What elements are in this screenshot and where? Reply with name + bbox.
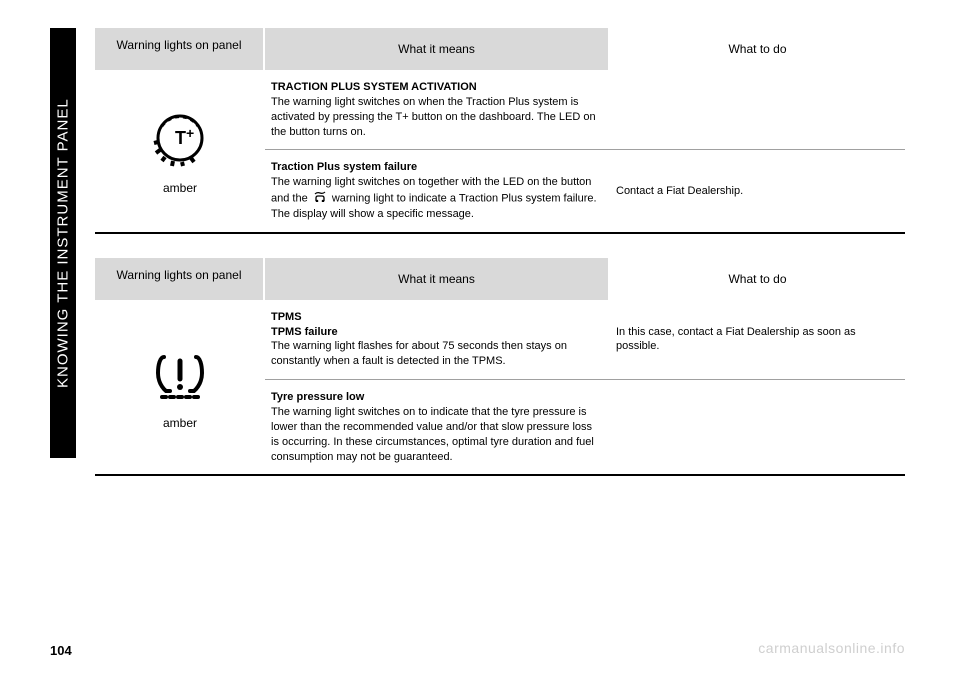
table-row: TPMS TPMS failure The warning light flas… [265, 300, 905, 379]
svg-text:T: T [175, 128, 186, 148]
table-header: Warning lights on panel What it means Wh… [95, 258, 905, 300]
table-rows: TPMS TPMS failure The warning light flas… [265, 300, 905, 475]
row-body: The warning light switches on when the T… [271, 96, 596, 138]
row-title: TPMS [271, 310, 600, 325]
action-cell [610, 380, 905, 474]
row-title: TRACTION PLUS SYSTEM ACTIVATION [271, 80, 600, 95]
traction-plus-icon: T + [148, 106, 212, 175]
warning-icon-cell: amber [95, 300, 265, 475]
table-row: Tyre pressure low The warning light swit… [265, 379, 905, 474]
table-body: T + amber TRACTION PLUS SYSTEM ACTIVATIO… [95, 70, 905, 234]
header-col-meaning: What it means [265, 258, 610, 300]
skid-warning-icon [313, 190, 327, 207]
meaning-cell: Tyre pressure low The warning light swit… [265, 380, 610, 474]
action-cell [610, 70, 905, 149]
source-watermark: carmanualsonline.info [758, 640, 905, 656]
header-col-panel: Warning lights on panel [95, 28, 265, 70]
page-content: Warning lights on panel What it means Wh… [95, 28, 905, 500]
action-cell: In this case, contact a Fiat Dealership … [610, 300, 905, 379]
meaning-cell: Traction Plus system failure The warning… [265, 150, 610, 231]
section-side-tab: KNOWING THE INSTRUMENT PANEL [50, 28, 76, 458]
svg-text:+: + [186, 125, 194, 141]
meaning-cell: TRACTION PLUS SYSTEM ACTIVATION The warn… [265, 70, 610, 149]
row-body: The warning light switches on to indicat… [271, 406, 594, 463]
header-col-action: What to do [610, 28, 905, 70]
warning-table-traction: Warning lights on panel What it means Wh… [95, 28, 905, 234]
tpms-icon [148, 345, 212, 410]
header-col-action: What to do [610, 258, 905, 300]
row-subtitle: Tyre pressure low [271, 390, 600, 405]
table-header: Warning lights on panel What it means Wh… [95, 28, 905, 70]
icon-color-label: amber [163, 416, 197, 430]
row-subtitle: Traction Plus system failure [271, 160, 600, 175]
table-rows: TRACTION PLUS SYSTEM ACTIVATION The warn… [265, 70, 905, 232]
row-subtitle: TPMS failure [271, 325, 600, 340]
warning-icon-cell: T + amber [95, 70, 265, 232]
action-cell: Contact a Fiat Dealership. [610, 150, 905, 231]
row-body: The warning light flashes for about 75 s… [271, 340, 567, 367]
table-row: TRACTION PLUS SYSTEM ACTIVATION The warn… [265, 70, 905, 149]
table-row: Traction Plus system failure The warning… [265, 149, 905, 231]
warning-table-tpms: Warning lights on panel What it means Wh… [95, 258, 905, 477]
header-col-meaning: What it means [265, 28, 610, 70]
page-number: 104 [50, 643, 72, 658]
meaning-cell: TPMS TPMS failure The warning light flas… [265, 300, 610, 379]
table-body: amber TPMS TPMS failure The warning ligh… [95, 300, 905, 477]
icon-color-label: amber [163, 181, 197, 195]
header-col-panel: Warning lights on panel [95, 258, 265, 300]
